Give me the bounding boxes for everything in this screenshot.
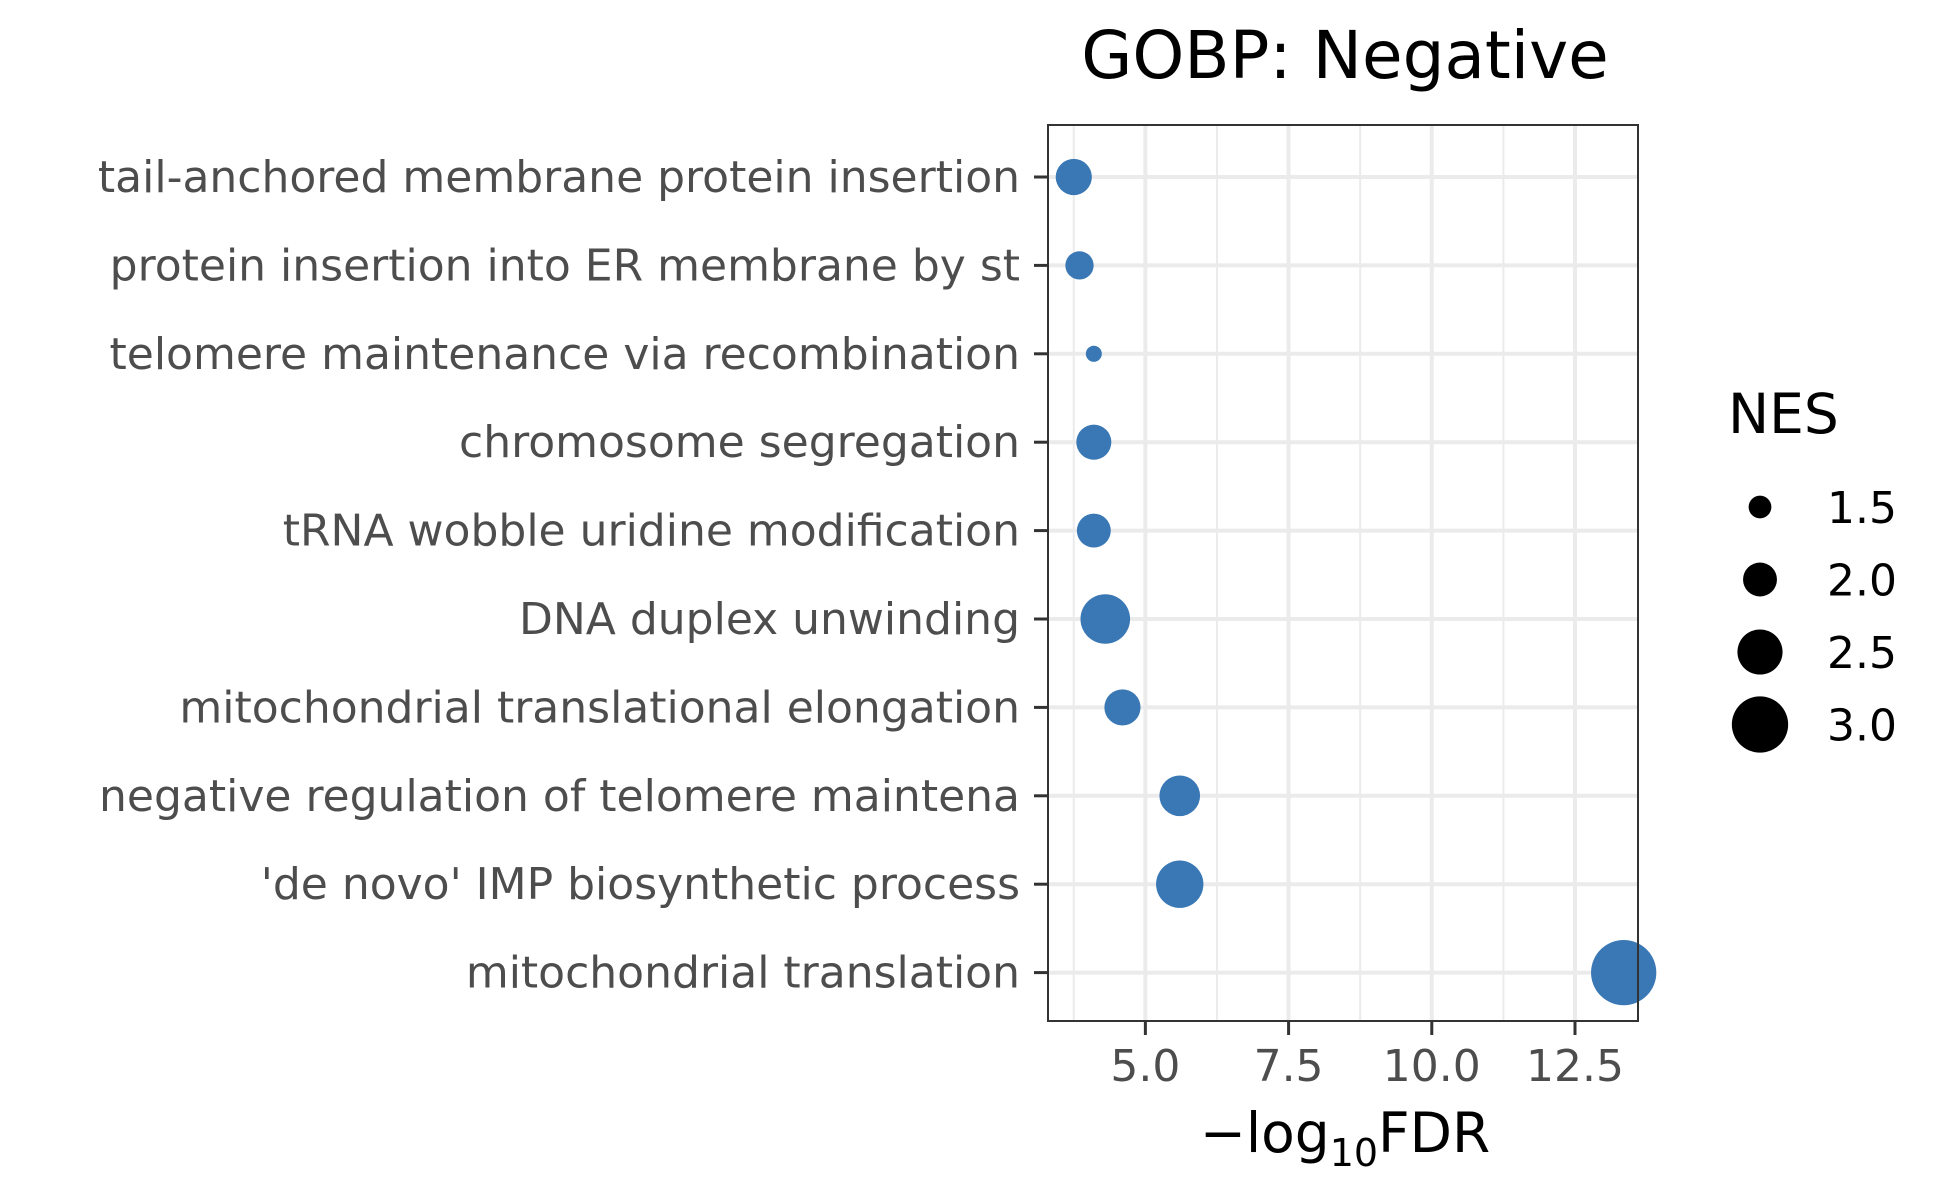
data-point [1076,424,1112,460]
data-point [1104,689,1141,726]
y-axis: tail-anchored membrane protein insertion… [98,152,1048,999]
y-tick-label: DNA duplex unwinding [519,594,1020,645]
y-tick-label: protein insertion into ER membrane by st [110,240,1020,291]
data-point [1591,939,1657,1006]
legend-label: 2.5 [1827,628,1897,679]
x-tick-label: 7.5 [1254,1041,1324,1092]
y-tick-label: negative regulation of telomere maintena [99,771,1020,822]
plot-panel-background [1048,125,1638,1021]
legend-key [1737,629,1783,675]
y-tick-label: tail-anchored membrane protein insertion [98,152,1020,203]
data-point [1076,513,1111,548]
data-point [1085,345,1102,362]
legend-key [1731,696,1789,753]
data-point [1080,594,1131,644]
x-tick-label: 10.0 [1383,1041,1481,1092]
x-axis: 5.0 7.5 10.0 12.5 [1110,1021,1624,1092]
y-tick-label: mitochondrial translational elongation [179,682,1020,733]
legend-items: 1.5 2.0 2.5 3.0 [1731,483,1897,753]
plot-panel-border [1047,124,1639,1022]
legend-label: 1.5 [1827,483,1897,534]
chart-title: GOBP: Negative [1081,17,1609,94]
x-axis-title-subscript: 10 [1330,1131,1378,1175]
x-axis-title-suffix: FDR [1378,1101,1490,1165]
y-tick-label: tRNA wobble uridine modification [283,506,1020,557]
data-point [1055,158,1092,196]
x-tick-label: 12.5 [1526,1041,1624,1092]
legend-title: NES [1728,382,1839,446]
y-tick-label: telomere maintenance via recombination [110,329,1021,380]
y-tick-label: 'de novo' IMP biosynthetic process [261,859,1020,910]
legend-key [1748,495,1772,519]
x-tick-label: 5.0 [1110,1041,1180,1092]
data-point [1156,860,1204,908]
data-point [1159,775,1201,817]
x-axis-title-prefix: −log [1200,1101,1330,1165]
plot-panel [1047,124,1657,1022]
y-tick-label: mitochondrial translation [466,948,1020,999]
data-points [1055,158,1657,1006]
legend-label: 2.0 [1827,556,1897,607]
data-point [1065,251,1094,280]
grid-lines [1048,125,1638,1021]
x-axis-title: −log10FDR [1200,1101,1491,1175]
legend: NES 1.5 2.0 2.5 3.0 [1728,382,1897,753]
y-tick-label: chromosome segregation [459,417,1020,468]
legend-key [1743,562,1777,597]
legend-label: 3.0 [1827,701,1897,752]
